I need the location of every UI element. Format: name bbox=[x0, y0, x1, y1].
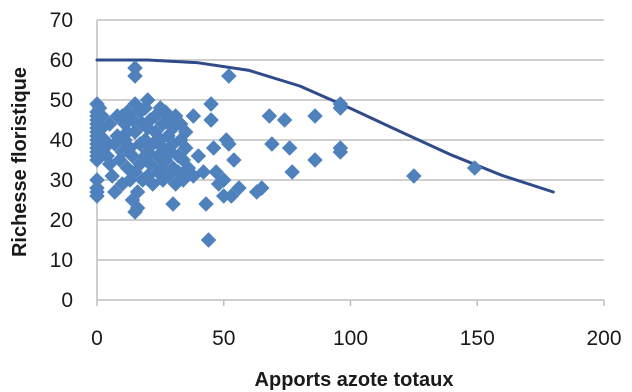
axes bbox=[96, 20, 605, 306]
data-point bbox=[195, 164, 212, 180]
y-tick-label: 40 bbox=[50, 129, 73, 152]
data-point bbox=[307, 152, 323, 168]
data-point bbox=[215, 172, 232, 188]
x-axis-title: Apports azote totaux bbox=[255, 369, 454, 391]
data-point bbox=[281, 140, 298, 156]
data-point bbox=[226, 152, 242, 168]
x-tick-label: 0 bbox=[91, 327, 103, 350]
data-point bbox=[221, 136, 237, 152]
x-tick-label: 50 bbox=[212, 327, 235, 350]
data-point bbox=[129, 200, 146, 216]
y-tick-label: 50 bbox=[50, 89, 73, 112]
x-tick-label: 150 bbox=[460, 327, 495, 350]
data-point bbox=[200, 232, 217, 248]
data-point bbox=[139, 92, 156, 108]
data-point bbox=[254, 180, 270, 196]
data-point bbox=[284, 164, 300, 180]
data-point bbox=[406, 168, 422, 184]
data-point bbox=[205, 140, 222, 156]
data-point bbox=[89, 188, 105, 204]
data-point bbox=[264, 136, 280, 152]
data-point bbox=[185, 108, 202, 124]
y-axis-title: Richesse floristique bbox=[9, 67, 31, 257]
data-point bbox=[203, 96, 219, 112]
data-point bbox=[223, 188, 240, 204]
tick-layer: 0 10 20 30 40 50 60 70 0 50 100 150 200 bbox=[50, 9, 622, 350]
data-point bbox=[129, 184, 146, 200]
y-tick-label: 0 bbox=[61, 289, 73, 312]
y-tick-label: 60 bbox=[50, 49, 73, 72]
x-tick-label: 100 bbox=[333, 327, 368, 350]
data-point bbox=[165, 196, 181, 212]
data-point bbox=[124, 148, 141, 164]
data-point bbox=[198, 196, 214, 212]
data-point bbox=[276, 112, 293, 128]
data-point bbox=[231, 180, 247, 196]
data-point bbox=[466, 160, 483, 176]
data-point bbox=[101, 116, 118, 132]
data-point bbox=[261, 108, 278, 124]
data-point bbox=[106, 184, 123, 200]
data-point bbox=[127, 124, 143, 140]
data-point bbox=[332, 144, 349, 160]
x-tick-label: 200 bbox=[586, 327, 621, 350]
data-point bbox=[112, 152, 128, 168]
data-point bbox=[332, 100, 349, 116]
data-point bbox=[177, 124, 194, 140]
data-point bbox=[190, 148, 207, 164]
data-point bbox=[203, 112, 219, 128]
data-point bbox=[221, 68, 237, 84]
points-layer bbox=[89, 60, 483, 248]
data-point bbox=[104, 168, 120, 184]
y-tick-label: 30 bbox=[50, 169, 73, 192]
data-point bbox=[127, 68, 143, 84]
y-tick-label: 20 bbox=[50, 209, 73, 232]
data-point bbox=[177, 140, 194, 156]
data-point bbox=[307, 108, 323, 124]
y-tick-label: 10 bbox=[50, 249, 73, 272]
y-tick-label: 70 bbox=[50, 9, 73, 32]
